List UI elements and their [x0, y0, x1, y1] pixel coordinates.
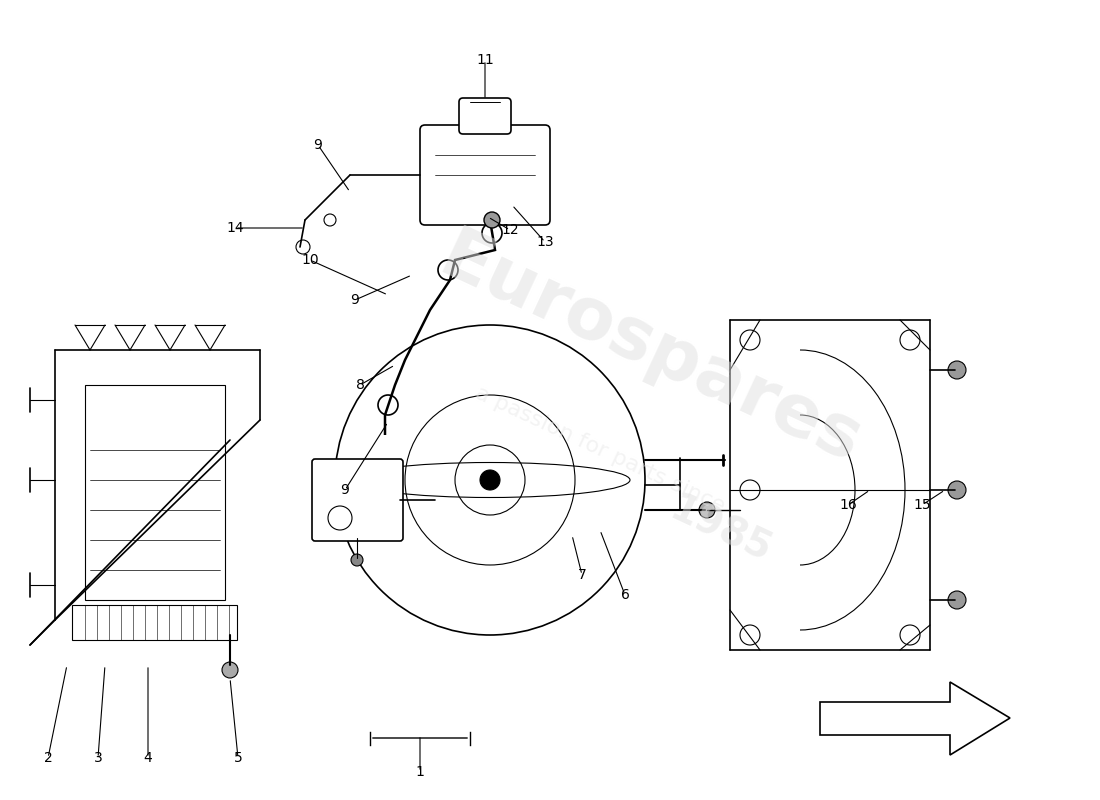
Circle shape — [948, 361, 966, 379]
Circle shape — [948, 481, 966, 499]
Text: 11: 11 — [476, 53, 494, 67]
Circle shape — [948, 591, 966, 609]
Text: 4: 4 — [144, 751, 153, 765]
Bar — [85, 385, 226, 600]
Text: 13: 13 — [536, 235, 553, 249]
Text: 1: 1 — [416, 765, 425, 779]
Text: 7: 7 — [578, 568, 586, 582]
Text: 16: 16 — [839, 498, 857, 512]
Circle shape — [222, 662, 238, 678]
Text: 15: 15 — [913, 498, 931, 512]
Polygon shape — [820, 682, 1010, 755]
Text: 6: 6 — [620, 588, 629, 602]
Text: Eurospares: Eurospares — [428, 222, 872, 478]
Circle shape — [480, 470, 501, 490]
Text: a passion for parts since: a passion for parts since — [472, 383, 728, 517]
Text: 9: 9 — [314, 138, 322, 152]
Bar — [72, 605, 236, 640]
Text: 10: 10 — [301, 253, 319, 267]
Circle shape — [698, 502, 715, 518]
Text: 8: 8 — [355, 378, 364, 392]
Text: 9: 9 — [341, 483, 350, 497]
FancyBboxPatch shape — [420, 125, 550, 225]
Text: 14: 14 — [227, 221, 244, 235]
Text: 1985: 1985 — [663, 490, 777, 570]
Text: 12: 12 — [502, 223, 519, 237]
Circle shape — [351, 554, 363, 566]
FancyBboxPatch shape — [459, 98, 512, 134]
Circle shape — [484, 212, 500, 228]
Text: 3: 3 — [94, 751, 102, 765]
FancyBboxPatch shape — [312, 459, 403, 541]
Text: 9: 9 — [351, 293, 360, 307]
Text: 2: 2 — [44, 751, 53, 765]
Text: 5: 5 — [233, 751, 242, 765]
